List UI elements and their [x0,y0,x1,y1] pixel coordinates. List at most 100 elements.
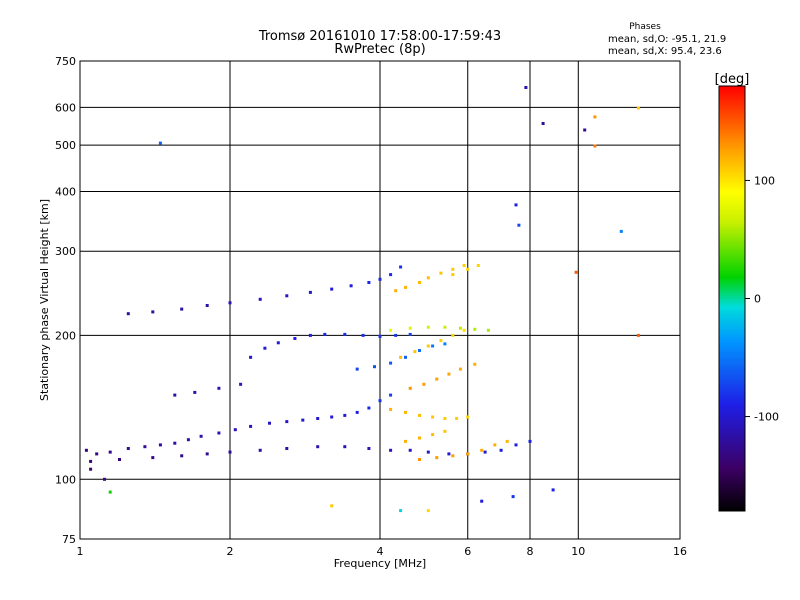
data-point [404,355,407,359]
data-point [330,504,334,508]
data-point [399,355,403,359]
data-point [330,287,334,291]
data-point [408,326,412,330]
x-axis-label: Frequency [MHz] [334,557,426,570]
colorbar-tick-label: 100 [754,174,775,187]
data-point [473,362,477,366]
data-point [418,458,421,461]
data-point [126,447,130,450]
data-point [389,361,393,365]
data-point [447,372,451,376]
data-point [466,415,470,419]
y-tick-label: 400 [55,185,76,198]
data-point [466,267,470,271]
data-point [126,312,130,316]
data-point [480,499,484,503]
data-point [316,417,320,420]
data-point [233,428,237,432]
data-point [511,495,515,499]
data-point [443,325,447,329]
data-point [193,390,197,394]
data-point [443,417,447,420]
data-point [89,467,93,471]
data-point [249,424,253,428]
data-point [205,452,209,456]
data-point [349,284,353,288]
data-point [186,438,190,442]
data-point [108,450,112,454]
data-point [404,410,407,414]
data-point [173,441,177,445]
y-tick-label: 75 [62,533,76,546]
data-point [389,273,393,277]
x-tick-label: 10 [571,545,585,558]
data-point [276,341,280,345]
data-point [435,456,439,460]
data-point [426,276,430,280]
data-point [103,477,106,481]
data-point [108,490,112,494]
data-point [323,332,327,336]
data-point [486,328,490,332]
data-point [228,450,232,454]
data-point [593,144,597,148]
data-point [263,346,267,350]
data-point [418,349,421,352]
phases-x-stats: mean, sd,X: 95.4, 23.6 [608,46,722,57]
data-point [308,333,312,337]
data-point [268,421,271,425]
data-point [367,406,371,410]
data-point [89,459,93,463]
data-point [408,448,412,452]
data-point [426,325,430,329]
data-point [258,448,262,452]
data-point [143,445,147,449]
data-point [343,445,347,449]
phases-o-stats: mean, sd,O: -95.1, 21.9 [608,34,726,45]
data-point [435,377,439,381]
data-point [404,439,407,443]
data-point [389,448,393,452]
data-point [378,334,382,338]
data-point [301,418,305,422]
data-point [636,106,640,110]
data-point [426,450,430,454]
data-point [285,420,289,424]
data-point [389,393,393,397]
data-point [249,355,253,359]
data-point [493,443,497,447]
data-point [431,433,435,437]
data-point [483,450,487,454]
data-point [418,281,421,284]
y-tick-label: 750 [55,55,76,68]
data-point [217,386,221,390]
data-point [451,454,455,458]
data-point [447,452,451,456]
data-point [367,447,371,450]
data-point [151,456,155,460]
data-point [426,509,430,513]
x-tick-label: 4 [377,545,384,558]
grid-lines [80,61,680,539]
colorbar-tick-label: 0 [754,293,761,306]
data-point [619,229,623,233]
data-point [285,447,289,450]
data-point [84,448,88,452]
data-point [451,273,455,277]
y-axis-label: Stationary phase Virtual Height [km] [38,199,51,401]
y-axis-ticks: 75 100 200 300 400 500 600 750 [55,55,76,546]
data-point [361,333,365,337]
y-tick-label: 500 [55,139,76,152]
data-point [158,443,162,447]
data-point [308,290,312,294]
data-point [118,458,121,461]
data-point [455,417,459,420]
colorbar-tick-label: -100 [754,411,779,424]
data-point [431,415,435,419]
data-point [462,264,466,267]
data-point [593,115,597,119]
data-point [355,410,359,414]
data-point [343,332,347,336]
data-point [418,436,421,440]
data-point [431,344,435,348]
